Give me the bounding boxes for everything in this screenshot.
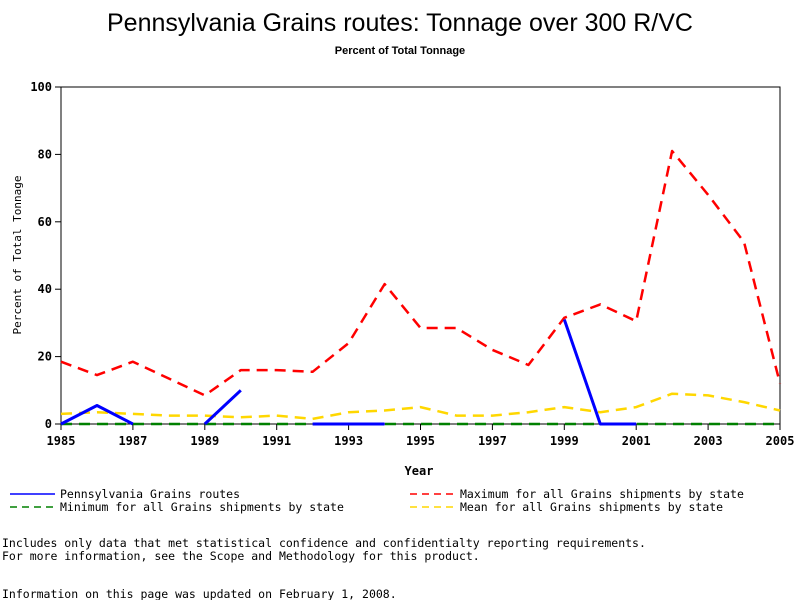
- y-tick-label: 20: [38, 350, 52, 364]
- y-tick-label: 40: [38, 282, 52, 296]
- note-methodology: For more information, see the Scope and …: [2, 549, 480, 563]
- note-updated: Information on this page was updated on …: [2, 587, 397, 600]
- x-tick-label: 2003: [694, 434, 723, 448]
- chart-title: Pennsylvania Grains routes: Tonnage over…: [107, 9, 693, 37]
- y-axis: 0 20 40 60 80 100: [30, 80, 61, 431]
- legend-label-mean: Mean for all Grains shipments by state: [460, 500, 723, 514]
- y-tick-label: 0: [45, 417, 52, 431]
- y-axis-label: Percent of Total Tonnage: [11, 176, 24, 335]
- x-tick-label: 1989: [190, 434, 219, 448]
- x-tick-label: 2005: [766, 434, 795, 448]
- legend: Pennsylvania Grains routes Maximum for a…: [10, 487, 744, 514]
- chart-subtitle: Percent of Total Tonnage: [335, 45, 465, 57]
- x-tick-label: 1999: [550, 434, 579, 448]
- x-tick-label: 1991: [262, 434, 291, 448]
- legend-label-maximum: Maximum for all Grains shipments by stat…: [460, 487, 744, 501]
- series-pennsylvania-line: [60, 404, 134, 426]
- x-axis: 1985 1987 1989 1991 1993 1995 1997 1999 2001 2003…: [47, 424, 795, 448]
- x-tick-label: 1993: [334, 434, 363, 448]
- y-tick-label: 80: [38, 147, 52, 161]
- plot-area: [60, 86, 781, 425]
- series-group: [60, 149, 782, 426]
- y-tick-label: 60: [38, 215, 52, 229]
- note-confidence: Includes only data that met statistical …: [2, 536, 646, 550]
- series-mean-line: [60, 392, 781, 421]
- x-tick-label: 1997: [478, 434, 507, 448]
- x-tick-label: 1985: [47, 434, 76, 448]
- x-tick-label: 1987: [118, 434, 147, 448]
- legend-label-pennsylvania: Pennsylvania Grains routes: [60, 487, 240, 501]
- x-tick-label: 2001: [622, 434, 651, 448]
- series-pennsylvania-line: [203, 389, 242, 426]
- y-tick-label: 100: [30, 80, 52, 94]
- series-pennsylvania-line: [562, 319, 637, 426]
- series-maximum-line: [60, 149, 782, 397]
- x-tick-label: 1995: [406, 434, 435, 448]
- legend-label-minimum: Minimum for all Grains shipments by stat…: [60, 500, 344, 514]
- x-axis-label: Year: [405, 464, 434, 478]
